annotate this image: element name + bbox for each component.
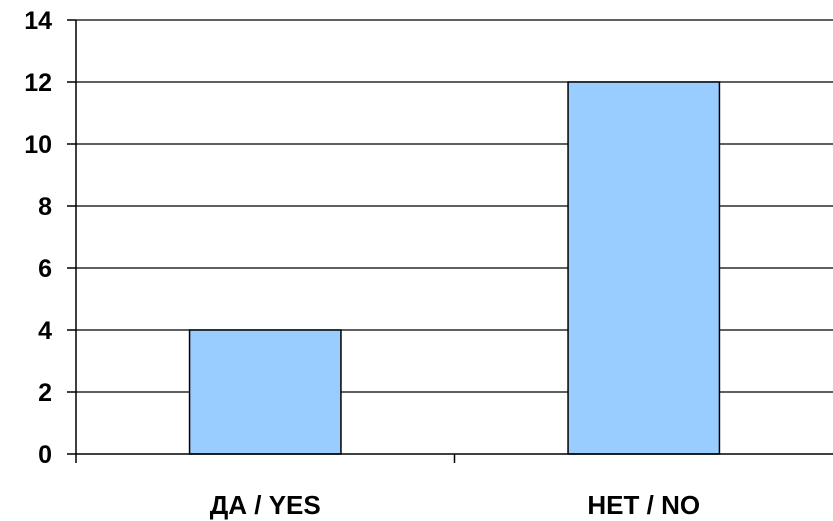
y-tick-label: 2 (38, 379, 52, 407)
x-category-label: НЕТ / NO (587, 490, 700, 520)
bar-yes (188, 329, 342, 455)
y-tick-label: 10 (24, 131, 52, 159)
y-tick-labels: 0 2 4 6 8 10 12 14 (24, 7, 52, 469)
y-tick-label: 8 (38, 193, 52, 221)
y-tick-label: 14 (24, 7, 52, 35)
bar-no (567, 81, 721, 455)
x-category-label: ДА / YES (210, 490, 321, 520)
y-tick-label: 6 (38, 255, 52, 283)
y-tick-label: 12 (24, 69, 52, 97)
bars (188, 81, 721, 455)
x-category-labels: ДА / YES НЕТ / NO (210, 490, 700, 520)
y-tick-label: 0 (38, 441, 52, 469)
y-tick-label: 4 (38, 317, 52, 345)
axes (67, 19, 833, 463)
